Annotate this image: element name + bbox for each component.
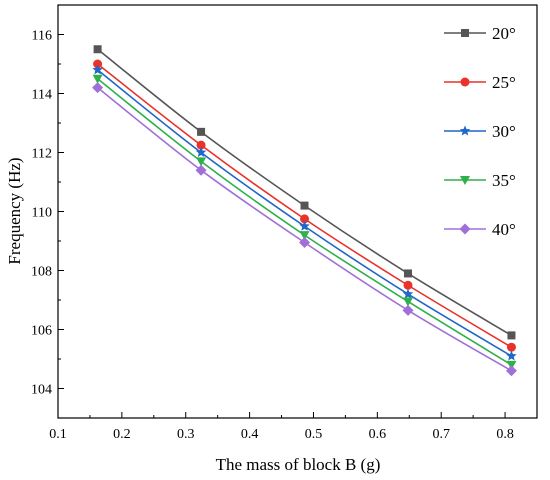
data-point xyxy=(300,201,309,210)
x-tick-label: 0.5 xyxy=(305,427,323,442)
data-point xyxy=(403,269,412,278)
legend-label: 25° xyxy=(492,73,516,92)
y-tick-label: 104 xyxy=(31,383,52,398)
legend-label: 30° xyxy=(492,122,516,141)
y-tick-label: 110 xyxy=(32,206,52,221)
data-point xyxy=(195,164,207,176)
legend-label: 40° xyxy=(492,220,516,239)
legend-item: 35° xyxy=(444,171,516,190)
data-point xyxy=(505,365,517,377)
x-tick-label: 0.3 xyxy=(177,427,195,442)
x-tick-label: 0.6 xyxy=(369,427,387,442)
data-point xyxy=(195,147,207,157)
x-tick-label: 0.4 xyxy=(241,427,259,442)
x-tick-label: 0.1 xyxy=(49,427,67,442)
data-point xyxy=(196,140,206,150)
x-tick-label: 0.8 xyxy=(496,427,514,442)
legend-label: 35° xyxy=(492,171,516,190)
data-point xyxy=(93,59,103,69)
series-30deg xyxy=(92,64,517,361)
series-layer xyxy=(92,45,517,377)
x-axis-title: The mass of block B (g) xyxy=(216,455,381,474)
series-40deg xyxy=(92,82,517,377)
data-point xyxy=(506,342,516,352)
legend: 20° 25° 30° 35° 40° xyxy=(444,24,516,239)
y-tick-label: 116 xyxy=(32,29,52,44)
legend-item: 20° xyxy=(444,24,516,43)
series-line xyxy=(97,48,512,337)
data-point xyxy=(506,350,517,361)
legend-item: 25° xyxy=(444,73,516,92)
y-tick-label: 106 xyxy=(31,324,52,339)
data-point xyxy=(402,288,414,299)
data-point xyxy=(299,236,311,248)
legend-item: 40° xyxy=(444,220,516,239)
legend-item: 30° xyxy=(444,122,516,141)
y-tick-label: 112 xyxy=(32,147,52,162)
data-point xyxy=(299,231,310,241)
legend-marker xyxy=(459,125,471,136)
y-tick-label: 114 xyxy=(32,88,52,103)
data-point xyxy=(196,157,207,167)
legend-marker xyxy=(460,176,470,185)
data-point xyxy=(299,220,310,231)
x-tick-label: 0.2 xyxy=(113,427,131,442)
y-axis-title: Frequency (Hz) xyxy=(5,157,24,264)
legend-label: 20° xyxy=(492,24,516,43)
y-axis-ticks: 104 106 108 110 112 114 116 xyxy=(31,4,64,419)
series-25deg xyxy=(93,59,516,352)
data-point xyxy=(507,331,516,340)
legend-marker xyxy=(459,223,471,235)
y-tick-label: 108 xyxy=(31,265,52,280)
x-axis-ticks: 0.1 0.2 0.3 0.4 0.5 0.6 0.7 0.8 xyxy=(49,412,514,442)
plot-frame xyxy=(57,4,538,419)
data-point xyxy=(92,74,103,84)
legend-marker xyxy=(461,29,469,37)
series-20deg xyxy=(93,45,516,340)
x-tick-label: 0.7 xyxy=(432,427,450,442)
data-point xyxy=(92,82,104,94)
data-point xyxy=(403,280,413,290)
data-point xyxy=(197,127,206,136)
data-point xyxy=(300,214,310,224)
legend-marker xyxy=(460,77,470,87)
data-point xyxy=(402,297,413,307)
data-point xyxy=(93,45,102,54)
data-point xyxy=(402,304,414,316)
data-point xyxy=(92,64,103,75)
